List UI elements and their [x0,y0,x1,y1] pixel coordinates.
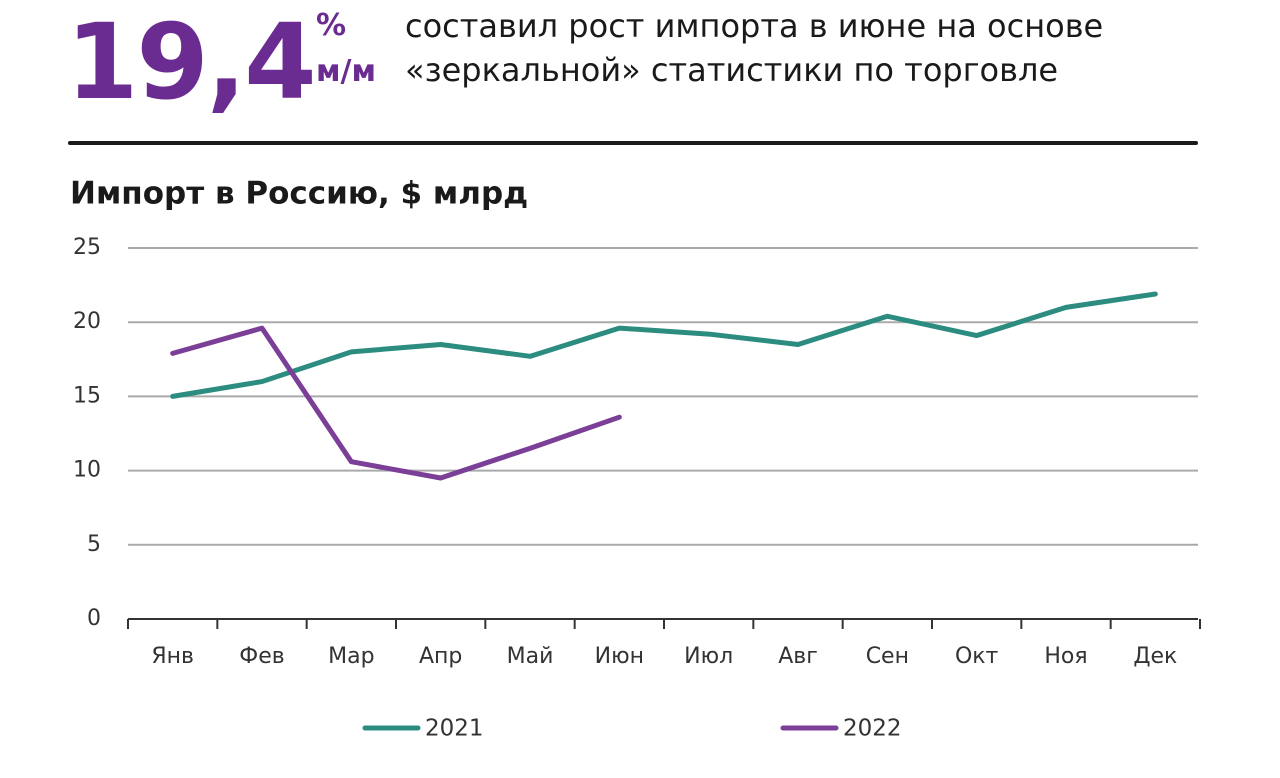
x-tick-label: Июн [595,644,644,669]
headline-text: составил рост импорта в июне на основе [405,7,1104,45]
y-tick-label: 5 [87,532,101,557]
x-tick-label: Июл [684,644,733,669]
chart-title: Импорт в Россию, $ млрд [70,176,528,212]
y-tick-label: 25 [73,235,101,260]
x-tick-label: Дек [1133,644,1177,669]
headline-value: 19,4 [66,1,317,123]
headline-unit: % [316,8,347,43]
x-tick-label: Ноя [1044,644,1087,669]
x-tick-label: Окт [955,644,999,669]
y-tick-label: 20 [73,309,101,334]
x-tick-label: Апр [419,644,462,669]
divider [68,141,1198,145]
x-tick-label: Фев [239,644,284,669]
legend-label: 2021 [425,716,484,742]
x-tick-label: Сен [866,644,909,669]
x-tick-label: Май [507,644,554,669]
x-tick-label: Янв [151,644,194,669]
x-tick-label: Мар [328,644,374,669]
line-series [170,325,622,481]
y-tick-label: 0 [87,606,101,631]
headline-text: «зеркальной» статистики по торговле [405,51,1059,89]
y-tick-label: 10 [73,458,101,483]
y-tick-label: 15 [73,383,101,408]
headline-unit: м/м [316,54,376,89]
line-series [170,291,1158,399]
legend-label: 2022 [843,716,902,742]
x-tick-label: Авг [778,644,818,669]
